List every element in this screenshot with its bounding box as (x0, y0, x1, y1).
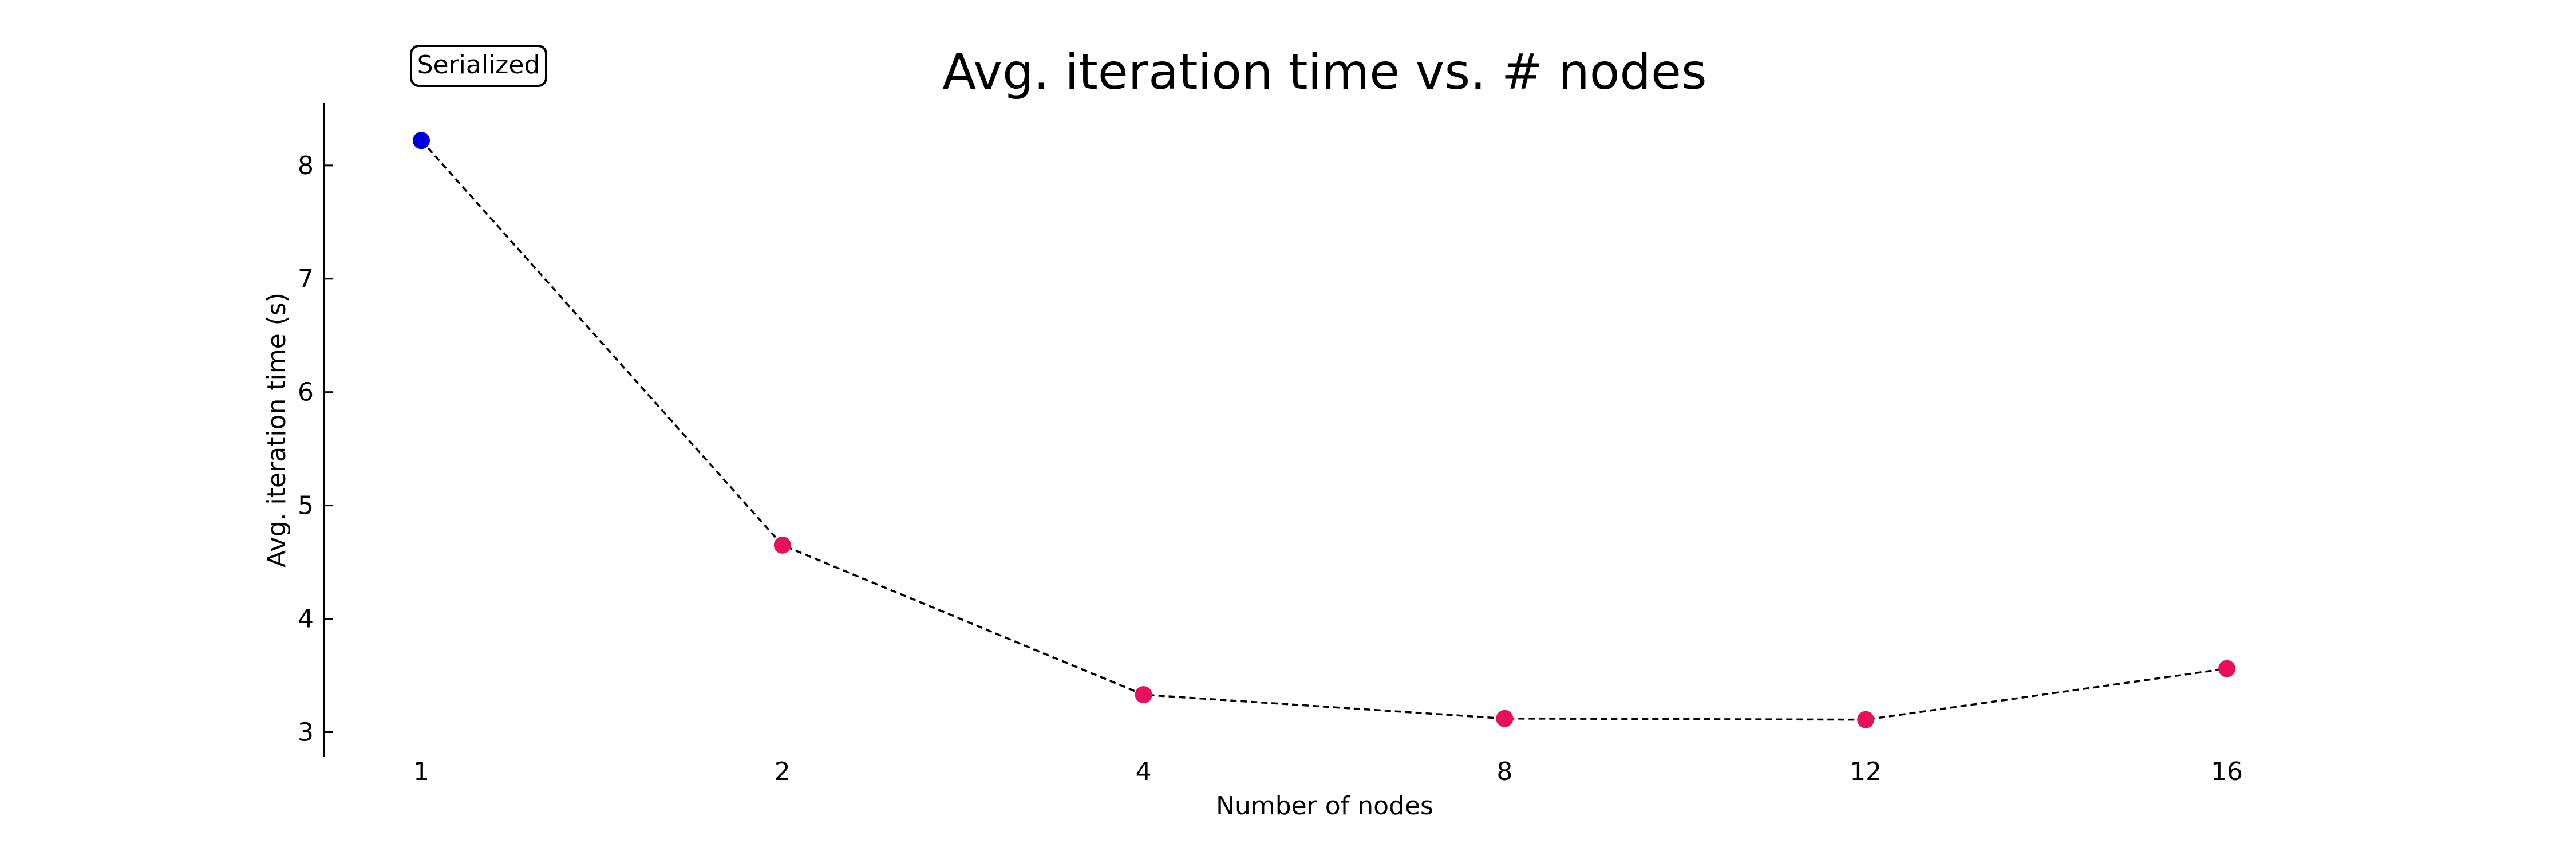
y-tick-label: 6 (298, 378, 314, 407)
x-axis-label: Number of nodes (1216, 791, 1433, 821)
x-tick-label: 16 (2211, 757, 2243, 786)
series-dashed-line (420, 140, 2227, 721)
x-tick-label: 2 (775, 757, 791, 786)
data-point (2218, 660, 2235, 677)
annotation-label: Serialized (417, 50, 540, 80)
data-point (1496, 710, 1514, 727)
data-point (1857, 711, 1875, 728)
x-tick-label: 12 (1850, 757, 1882, 786)
y-tick-label: 4 (298, 605, 314, 634)
x-tick-label: 8 (1496, 757, 1512, 786)
y-tick-label: 5 (298, 491, 314, 521)
data-point (773, 536, 791, 554)
y-axis-ticks: 3 4 5 6 7 8 (298, 151, 333, 747)
x-tick-label: 4 (1136, 757, 1152, 786)
y-tick-label: 8 (298, 151, 314, 180)
annotation-box (410, 45, 547, 87)
data-point (1135, 686, 1152, 704)
x-tick-label: 1 (413, 757, 429, 786)
serialized-annotation: Serialized (410, 45, 547, 87)
series-points (413, 132, 2235, 728)
y-tick-label: 3 (298, 718, 314, 747)
data-point (413, 132, 430, 149)
x-axis-ticks: 1 2 4 8 12 16 (413, 757, 2243, 786)
series-line (420, 140, 2227, 721)
chart-title: Avg. iteration time vs. # nodes (942, 44, 1706, 101)
y-axis-label: Avg. iteration time (s) (262, 293, 291, 568)
y-tick-label: 7 (298, 265, 314, 294)
